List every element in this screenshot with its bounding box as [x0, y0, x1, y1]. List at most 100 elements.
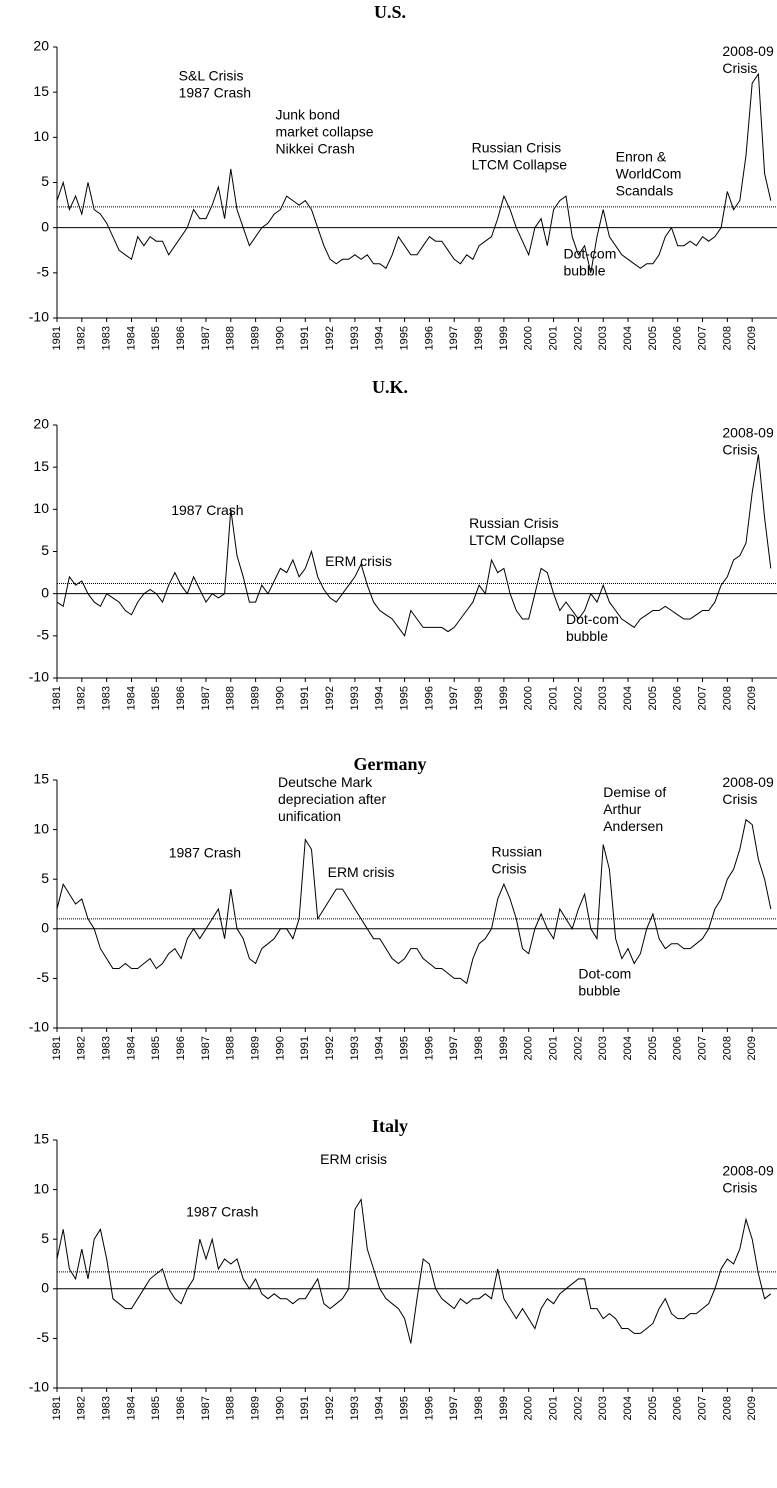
annotation: 2008-09 — [722, 1163, 774, 1179]
x-tick-label: 1989 — [250, 1396, 262, 1420]
annotation: LTCM Collapse — [469, 532, 565, 548]
x-tick-label: 2002 — [572, 1036, 584, 1060]
x-tick-label: 1986 — [175, 326, 187, 350]
y-tick-label: 10 — [33, 820, 49, 836]
chart-title: U.K. — [372, 377, 408, 397]
x-tick-label: 2007 — [696, 1396, 708, 1420]
x-tick-label: 1999 — [498, 326, 510, 350]
x-tick-label: 1985 — [150, 1036, 162, 1060]
x-tick-label: 2002 — [572, 686, 584, 710]
x-tick-label: 1998 — [473, 326, 485, 350]
y-tick-label: 20 — [33, 38, 49, 54]
x-tick-label: 1987 — [200, 1396, 212, 1420]
annotation: 1987 Crash — [179, 84, 251, 100]
y-tick-label: 0 — [41, 920, 49, 936]
x-tick-label: 1992 — [324, 1396, 336, 1420]
x-tick-label: 1982 — [76, 1396, 88, 1420]
x-tick-label: 2009 — [746, 1396, 758, 1420]
x-tick-label: 1987 — [200, 326, 212, 350]
chart-title: U.S. — [374, 2, 406, 22]
annotation: Russian — [491, 843, 542, 859]
annotation: Dot-com — [563, 245, 616, 261]
annotation: 1987 Crash — [171, 502, 243, 518]
x-tick-label: 1995 — [398, 326, 410, 350]
x-tick-label: 2004 — [622, 686, 634, 710]
series-line — [56, 818, 772, 985]
x-tick-label: 2001 — [547, 1396, 559, 1420]
y-tick-label: 0 — [41, 218, 49, 234]
annotation: market collapse — [275, 123, 373, 139]
annotation: ERM crisis — [328, 864, 395, 880]
x-tick-label: 2006 — [672, 1036, 684, 1060]
series-line — [56, 1198, 772, 1344]
annotation: Demise of — [603, 784, 666, 800]
x-tick-label: 1981 — [51, 686, 63, 710]
x-tick-label: 1990 — [274, 326, 286, 350]
x-tick-label: 1997 — [448, 686, 460, 710]
annotation: Dot-com — [578, 965, 631, 981]
panel: U.S. -10 -5 0 5 10 15 20 1981 1982 1983 1984 1985 198… — [29, 2, 777, 350]
x-tick-label: 2008 — [721, 686, 733, 710]
x-tick-label: 1988 — [225, 1396, 237, 1420]
x-tick-label: 2001 — [547, 1036, 559, 1060]
x-tick-label: 2005 — [647, 686, 659, 710]
x-tick-label: 1993 — [349, 1396, 361, 1420]
x-tick-label: 2000 — [523, 326, 535, 350]
annotation: Andersen — [603, 818, 663, 834]
annotation: Crisis — [722, 791, 757, 807]
annotation: Crisis — [722, 1180, 757, 1196]
x-tick-label: 1994 — [374, 1396, 386, 1420]
y-tick-label: 5 — [41, 542, 49, 558]
x-tick-label: 1994 — [374, 326, 386, 350]
panel: U.K. -10 -5 0 5 10 15 20 1981 1982 1983 1984 1985 198… — [29, 377, 777, 710]
panel: Italy -10 -5 0 5 10 15 1981 1982 1983 1984 1985 1986… — [29, 1116, 777, 1420]
x-tick-label: 2008 — [721, 1396, 733, 1420]
y-tick-label: -5 — [37, 264, 50, 280]
panel: Germany -10 -5 0 5 10 15 1981 1982 1983 1984 1985 19… — [29, 754, 777, 1060]
x-tick-label: 1988 — [225, 686, 237, 710]
x-tick-label: 1983 — [101, 1396, 113, 1420]
x-tick-label: 1997 — [448, 326, 460, 350]
x-tick-label: 2004 — [622, 326, 634, 350]
x-tick-label: 1992 — [324, 1036, 336, 1060]
x-tick-label: 1989 — [250, 326, 262, 350]
x-tick-label: 2006 — [672, 686, 684, 710]
annotation: 2008-09 — [722, 774, 774, 790]
annotation: Crisis — [722, 442, 757, 458]
annotation: Dot-com — [566, 611, 619, 627]
annotation: S&L Crisis — [179, 67, 244, 83]
x-tick-label: 1982 — [76, 326, 88, 350]
x-tick-label: 2002 — [572, 1396, 584, 1420]
x-tick-label: 1999 — [498, 686, 510, 710]
x-tick-label: 2009 — [746, 326, 758, 350]
annotation: ERM crisis — [325, 553, 392, 569]
annotation: Russian Crisis — [469, 515, 558, 531]
y-tick-label: -5 — [37, 1329, 50, 1345]
y-tick-label: 10 — [33, 128, 49, 144]
annotation: bubble — [578, 982, 620, 998]
annotation: unification — [278, 808, 341, 824]
annotation: 1987 Crash — [169, 844, 241, 860]
annotation: Junk bond — [275, 106, 340, 122]
chart-title: Italy — [372, 1116, 408, 1136]
annotation: bubble — [563, 262, 605, 278]
x-tick-label: 2003 — [597, 1036, 609, 1060]
x-tick-label: 2003 — [597, 326, 609, 350]
x-tick-label: 1989 — [250, 686, 262, 710]
annotation: depreciation after — [278, 791, 387, 807]
y-tick-label: 20 — [33, 416, 49, 432]
y-tick-label: -5 — [37, 627, 50, 643]
y-tick-label: 15 — [33, 83, 49, 99]
x-tick-label: 1989 — [250, 1036, 262, 1060]
y-tick-label: 10 — [33, 1180, 49, 1196]
x-tick-label: 1984 — [125, 686, 137, 710]
x-tick-label: 1988 — [225, 1036, 237, 1060]
x-tick-label: 1986 — [175, 686, 187, 710]
y-tick-label: 15 — [33, 1131, 49, 1147]
x-tick-label: 1997 — [448, 1396, 460, 1420]
x-tick-label: 1999 — [498, 1036, 510, 1060]
y-tick-label: -10 — [29, 1379, 49, 1395]
annotation: Arthur — [603, 801, 641, 817]
annotation: 2008-09 — [722, 425, 774, 441]
